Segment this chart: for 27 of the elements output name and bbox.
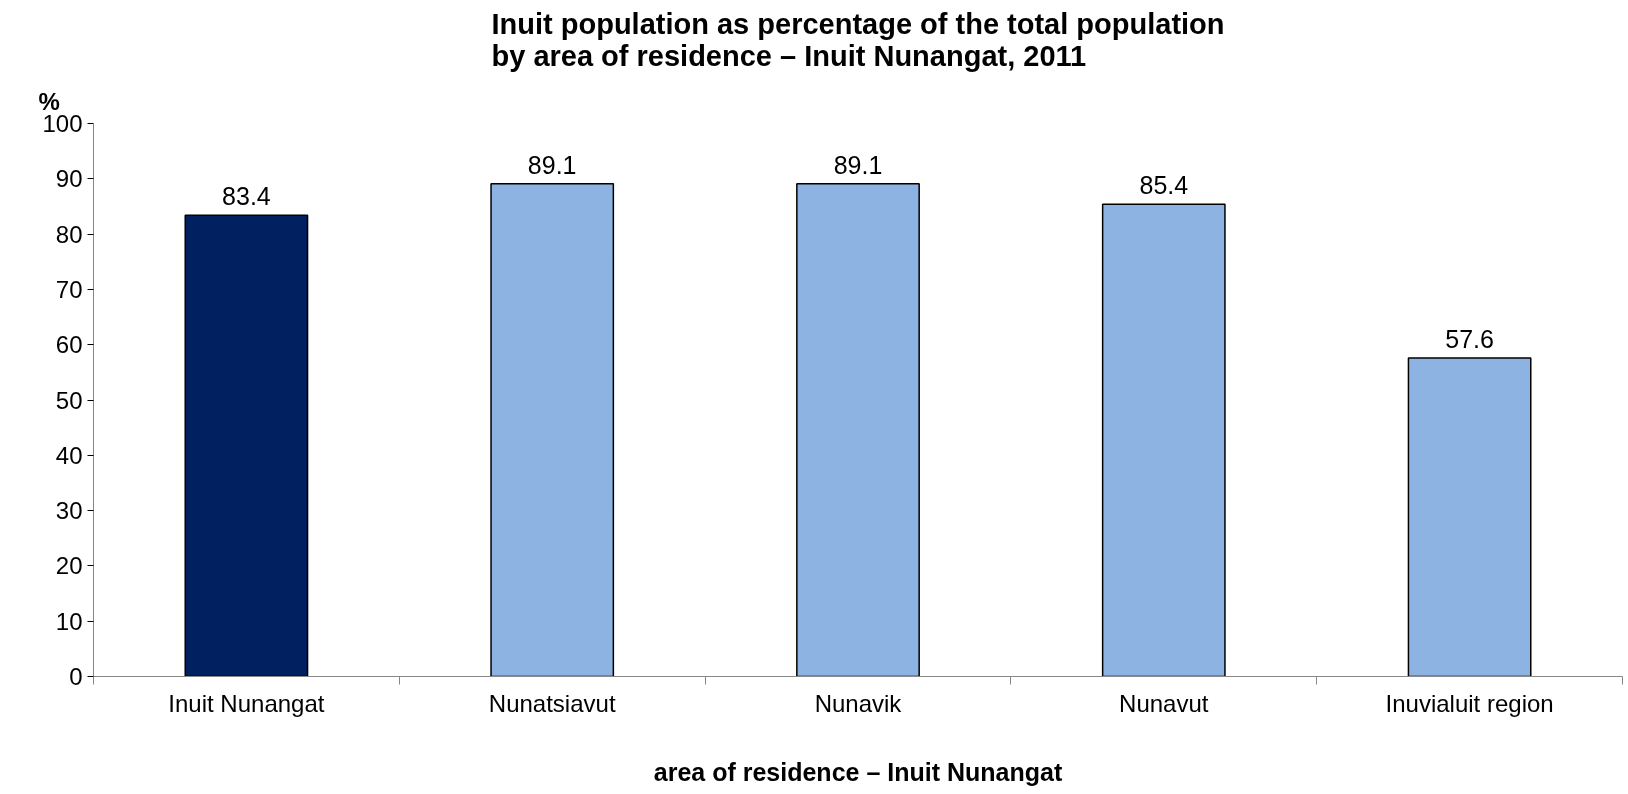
y-tick-label: 90 [55,165,83,193]
y-tick-label: 30 [55,497,83,525]
bar [1407,357,1532,677]
bar [1101,203,1226,677]
y-tick-label: 80 [55,220,83,248]
bar [490,183,615,677]
x-tick-label: Inuit Nunangat [168,689,325,717]
x-tick-label: Nunavik [814,689,903,717]
x-tick-label: Nunatsiavut [488,689,616,717]
x-tick-label: Nunavut [1119,689,1209,717]
y-tick-label: 0 [69,663,83,690]
bar [184,214,309,677]
y-tick-label: 40 [55,441,83,469]
data-label: 89.1 [527,150,577,179]
y-tick-label: 60 [55,331,83,359]
chart-title: Inuit population as percentage of the total population by area of residence – Inuit Nunangat, 2011 [491,7,1225,72]
data-label: 85.4 [1139,171,1189,200]
data-label: 89.1 [833,150,883,179]
y-tick-label: 70 [55,275,83,303]
y-tick-label: 10 [55,607,83,635]
y-tick-label: 50 [55,386,83,414]
data-label: 83.4 [222,182,271,211]
y-tick-label: 20 [55,552,83,580]
data-label: 57.6 [1445,324,1494,353]
bar [796,183,920,677]
x-tick-label: Inuvialuit region [1385,689,1554,717]
x-axis-title: area of residence – Inuit Nunangat [653,757,1063,786]
